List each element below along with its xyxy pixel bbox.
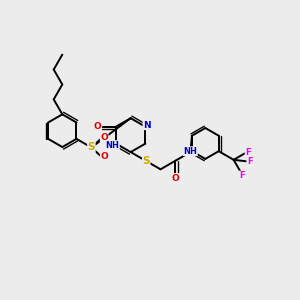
Text: F: F <box>247 157 253 166</box>
Text: NH: NH <box>184 147 197 156</box>
Text: O: O <box>172 174 179 183</box>
Text: S: S <box>88 142 95 152</box>
Text: F: F <box>245 148 251 157</box>
Text: F: F <box>239 171 245 180</box>
Text: O: O <box>94 122 102 131</box>
Text: O: O <box>100 134 108 142</box>
Text: O: O <box>100 152 108 161</box>
Text: S: S <box>142 156 150 166</box>
Text: N: N <box>143 121 151 130</box>
Text: NH: NH <box>106 141 119 150</box>
